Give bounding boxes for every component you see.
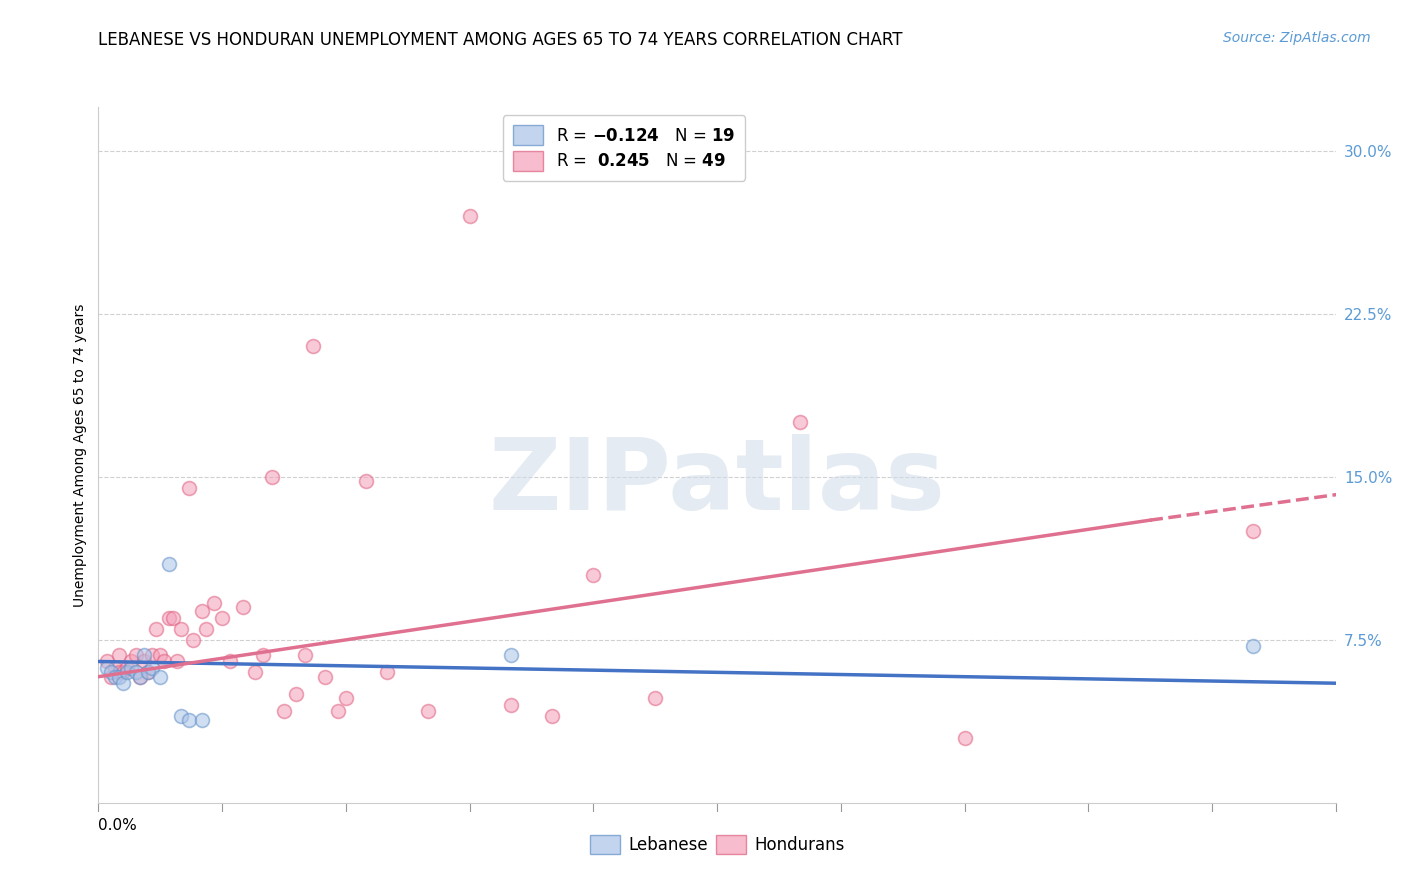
Point	[128, 670, 150, 684]
Point	[582, 567, 605, 582]
Point	[1241, 524, 1264, 538]
Point	[211, 611, 233, 625]
Point	[124, 665, 146, 680]
Point	[252, 648, 274, 662]
Point	[136, 665, 159, 680]
Point	[179, 713, 201, 727]
Point	[170, 708, 193, 723]
Point	[141, 648, 163, 662]
Point	[132, 655, 155, 669]
Point	[499, 648, 522, 662]
Point	[117, 665, 139, 680]
Point	[157, 611, 180, 625]
Point	[243, 665, 266, 680]
Point	[190, 605, 212, 619]
Point	[953, 731, 976, 745]
Text: ZIPatlas: ZIPatlas	[489, 434, 945, 532]
Point	[1241, 639, 1264, 653]
Point	[120, 661, 142, 675]
Point	[104, 670, 127, 684]
Point	[120, 655, 142, 669]
Point	[166, 655, 188, 669]
Point	[302, 339, 325, 353]
Point	[335, 691, 357, 706]
Point	[117, 661, 139, 675]
Point	[314, 670, 336, 684]
Point	[100, 665, 122, 680]
Point	[326, 705, 349, 719]
Point	[104, 661, 127, 675]
Point	[179, 481, 201, 495]
Point	[149, 648, 172, 662]
Point	[285, 687, 308, 701]
Point	[108, 665, 131, 680]
Point	[157, 557, 180, 571]
Point	[260, 469, 283, 483]
Point	[458, 209, 481, 223]
Point	[108, 670, 131, 684]
Point	[499, 698, 522, 712]
Text: 0.0%: 0.0%	[98, 818, 138, 833]
Point	[190, 713, 212, 727]
Point	[294, 648, 316, 662]
Point	[789, 415, 811, 429]
Point	[194, 622, 217, 636]
Text: Source: ZipAtlas.com: Source: ZipAtlas.com	[1223, 31, 1371, 45]
Point	[132, 648, 155, 662]
Point	[273, 705, 295, 719]
Point	[153, 655, 176, 669]
Point	[108, 648, 131, 662]
Point	[112, 665, 135, 680]
Point	[644, 691, 666, 706]
Y-axis label: Unemployment Among Ages 65 to 74 years: Unemployment Among Ages 65 to 74 years	[73, 303, 87, 607]
Point	[162, 611, 184, 625]
Point	[141, 661, 163, 675]
Point	[145, 622, 167, 636]
Point	[541, 708, 564, 723]
Point	[96, 661, 118, 675]
Point	[232, 600, 254, 615]
Text: LEBANESE VS HONDURAN UNEMPLOYMENT AMONG AGES 65 TO 74 YEARS CORRELATION CHART: LEBANESE VS HONDURAN UNEMPLOYMENT AMONG …	[98, 31, 903, 49]
Point	[100, 670, 122, 684]
Point	[219, 655, 242, 669]
Point	[418, 705, 440, 719]
Point	[181, 632, 204, 647]
Point	[112, 676, 135, 690]
Point	[136, 665, 159, 680]
Point	[202, 596, 225, 610]
Legend: Lebanese, Hondurans: Lebanese, Hondurans	[583, 828, 851, 861]
Point	[375, 665, 398, 680]
Point	[96, 655, 118, 669]
Point	[124, 648, 146, 662]
Point	[170, 622, 193, 636]
Point	[128, 670, 150, 684]
Point	[356, 474, 378, 488]
Point	[149, 670, 172, 684]
